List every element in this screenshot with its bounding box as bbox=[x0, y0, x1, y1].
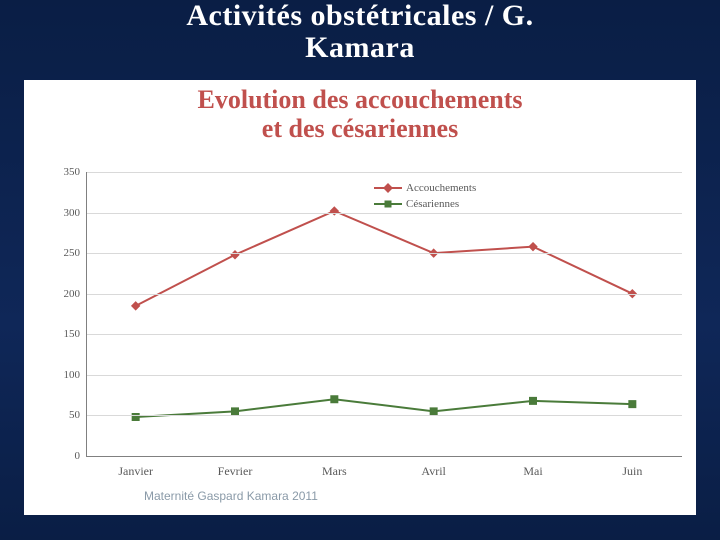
plot-area: 050100150200250300350JanvierFevrierMarsA… bbox=[86, 172, 682, 456]
gridline bbox=[86, 375, 682, 376]
series-marker bbox=[530, 397, 537, 404]
chart-container: Evolution des accouchements et des césar… bbox=[24, 80, 696, 515]
legend-label: Accouchements bbox=[406, 182, 476, 194]
chart-title-line1: Evolution des accouchements bbox=[198, 85, 523, 114]
y-tick-label: 150 bbox=[64, 328, 81, 340]
x-tick-label: Avril bbox=[421, 464, 445, 479]
legend-label: Césariennes bbox=[406, 198, 459, 210]
x-tick-label: Fevrier bbox=[218, 464, 253, 479]
y-tick-label: 250 bbox=[64, 247, 81, 259]
y-tick-label: 300 bbox=[64, 207, 81, 219]
slide-title-line1: Activités obstétricales / G. bbox=[186, 0, 533, 32]
series-marker bbox=[331, 396, 338, 403]
y-tick-label: 100 bbox=[64, 369, 81, 381]
y-axis bbox=[86, 172, 87, 456]
y-tick-label: 200 bbox=[64, 288, 81, 300]
legend-item: Césariennes bbox=[374, 196, 476, 212]
chart-title: Evolution des accouchements et des césar… bbox=[24, 86, 696, 143]
y-tick-label: 50 bbox=[69, 409, 80, 421]
series-line bbox=[136, 399, 633, 417]
series-marker bbox=[232, 408, 239, 415]
x-axis bbox=[86, 456, 682, 457]
series-line bbox=[136, 211, 633, 306]
chart-footer: Maternité Gaspard Kamara 2011 bbox=[144, 489, 318, 503]
gridline bbox=[86, 253, 682, 254]
series-marker bbox=[430, 408, 437, 415]
x-tick-label: Juin bbox=[622, 464, 642, 479]
legend-swatch bbox=[374, 183, 402, 193]
y-tick-label: 0 bbox=[75, 450, 81, 462]
legend-item: Accouchements bbox=[374, 180, 476, 196]
gridline bbox=[86, 294, 682, 295]
series-marker bbox=[231, 251, 239, 259]
chart-legend: Accouchements Césariennes bbox=[374, 180, 476, 212]
slide-root: Activités obstétricales / G. Kamara Evol… bbox=[0, 0, 720, 540]
slide-title-line2: Kamara bbox=[305, 31, 415, 64]
x-tick-label: Mai bbox=[523, 464, 542, 479]
series-marker bbox=[132, 302, 140, 310]
series-marker bbox=[629, 401, 636, 408]
legend-swatch bbox=[374, 199, 402, 209]
chart-svg bbox=[86, 172, 682, 456]
x-tick-label: Janvier bbox=[118, 464, 153, 479]
y-tick-label: 350 bbox=[64, 166, 81, 178]
x-tick-label: Mars bbox=[322, 464, 347, 479]
slide-title: Activités obstétricales / G. Kamara bbox=[0, 0, 720, 63]
gridline bbox=[86, 213, 682, 214]
chart-title-line2: et des césariennes bbox=[262, 114, 458, 143]
gridline bbox=[86, 172, 682, 173]
series-marker bbox=[330, 207, 338, 215]
series-marker bbox=[529, 243, 537, 251]
gridline bbox=[86, 334, 682, 335]
gridline bbox=[86, 415, 682, 416]
